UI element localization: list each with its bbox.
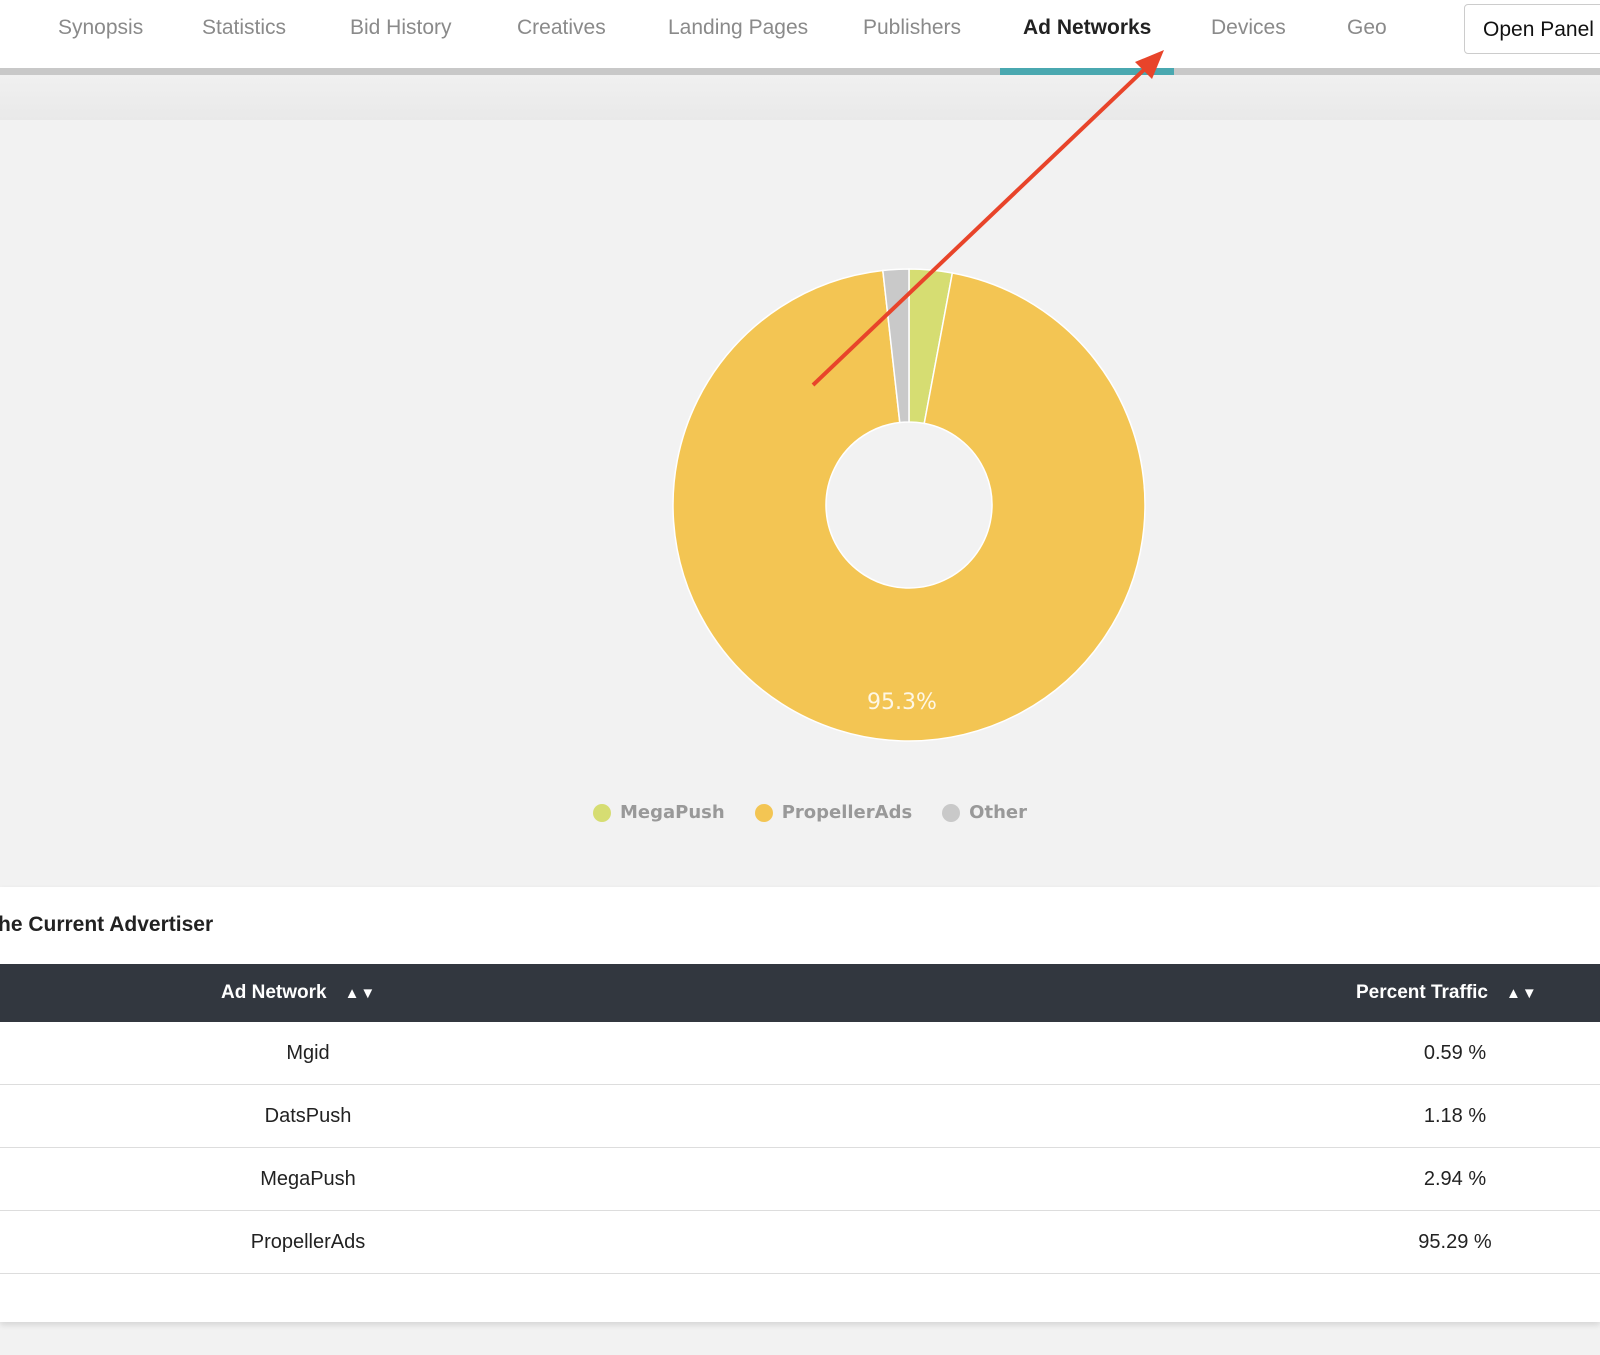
column-header-percent-traffic[interactable]: Percent Traffic ▲▼: [1356, 982, 1538, 1004]
tab-synopsis[interactable]: Synopsis: [58, 16, 144, 39]
tab-creatives[interactable]: Creatives: [517, 16, 606, 39]
tab-bar: Synopsis Statistics Bid History Creative…: [0, 0, 1600, 68]
table-row: DatsPush 1.18 %: [0, 1085, 1600, 1148]
cell-ad-network: PropellerAds: [250, 1231, 366, 1253]
slice-other[interactable]: [881, 268, 910, 424]
tab-landing-pages[interactable]: Landing Pages: [668, 16, 809, 39]
legend-dot: [593, 803, 611, 822]
cell-ad-network: Mgid: [286, 1042, 330, 1064]
legend-dot: [754, 803, 773, 822]
chart-legend: MegaPush PropellerAds Other: [0, 802, 1600, 823]
active-tab-indicator: [1000, 68, 1174, 75]
legend-dot: [942, 803, 961, 822]
cell-ad-network: DatsPush: [264, 1105, 352, 1127]
tab-publishers[interactable]: Publishers: [863, 16, 962, 39]
arrow-head: [1135, 50, 1164, 79]
sort-icon[interactable]: ▲▼: [1506, 984, 1538, 1002]
annotation-arrow: [811, 50, 1164, 387]
tab-bar-divider: [0, 68, 1600, 75]
header-band: [0, 75, 1600, 120]
legend-item-other[interactable]: Other: [942, 802, 1027, 823]
header-label: Ad Network: [221, 982, 327, 1003]
legend-item-propellerads[interactable]: PropellerAds: [754, 802, 913, 823]
slice-label-propellerads: 95.3%: [867, 690, 937, 715]
arrow-line: [811, 62, 1152, 387]
table-title: he Current Advertiser: [0, 913, 214, 936]
open-panel-button[interactable]: Open Panel i: [1464, 4, 1600, 54]
cell-ad-network: MegaPush: [260, 1168, 356, 1190]
tab-geo[interactable]: Geo: [1347, 16, 1387, 39]
table-row: Mgid 0.59 %: [0, 1022, 1600, 1085]
ad-network-table-card: he Current Advertiser Ad Network ▲▼ Perce…: [0, 887, 1600, 1322]
cell-percent: 0.59 %: [1423, 1042, 1487, 1064]
table-row: MegaPush 2.94 %: [0, 1148, 1600, 1211]
cell-percent: 95.29 %: [1418, 1231, 1492, 1253]
column-header-ad-network[interactable]: Ad Network ▲▼: [221, 982, 376, 1004]
legend-label: Other: [969, 802, 1027, 823]
legend-label: MegaPush: [620, 802, 725, 823]
tab-ad-networks[interactable]: Ad Networks: [1023, 16, 1152, 39]
legend-item-megapush[interactable]: MegaPush: [593, 802, 725, 823]
cell-percent: 1.18 %: [1423, 1105, 1487, 1127]
tab-devices[interactable]: Devices: [1211, 16, 1286, 39]
donut-chart: 95.3%: [672, 50, 1164, 742]
slice-propellerads[interactable]: [672, 269, 1146, 742]
tab-statistics[interactable]: Statistics: [202, 16, 287, 39]
header-label: Percent Traffic: [1356, 982, 1488, 1003]
cell-percent: 2.94 %: [1423, 1168, 1487, 1190]
table-row: PropellerAds 95.29 %: [0, 1211, 1600, 1274]
sort-icon[interactable]: ▲▼: [344, 984, 377, 1002]
tab-bid-history[interactable]: Bid History: [350, 16, 452, 39]
table-header: Ad Network ▲▼ Percent Traffic ▲▼: [0, 964, 1600, 1022]
legend-label: PropellerAds: [781, 802, 913, 823]
